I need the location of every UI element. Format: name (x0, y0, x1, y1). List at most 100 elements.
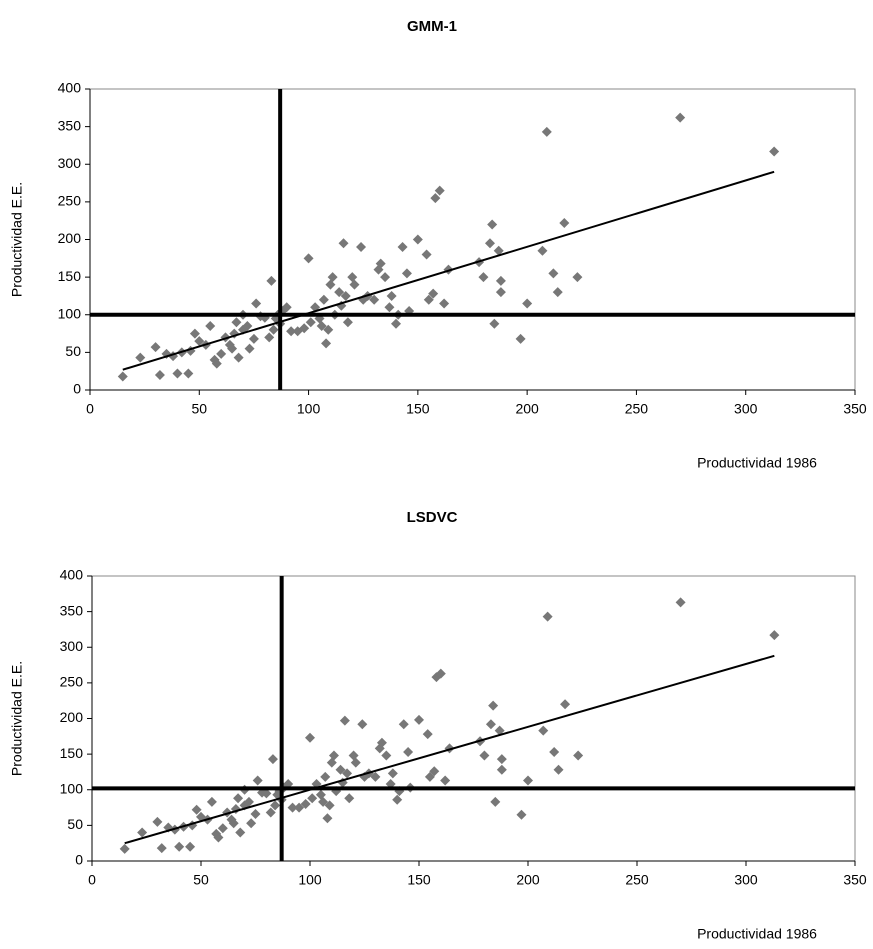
point (369, 294, 380, 305)
point (206, 796, 217, 807)
y-axis-label: Productividad E.E. (9, 182, 25, 297)
point (769, 146, 780, 157)
point (264, 332, 275, 343)
point (270, 800, 281, 811)
y-tick-label: 50 (67, 816, 83, 832)
chart-title: LSDVC (407, 509, 458, 526)
point (265, 807, 276, 818)
point (231, 317, 242, 328)
trend-line (124, 654, 775, 845)
point (489, 318, 500, 329)
point (323, 324, 334, 335)
point (305, 732, 315, 743)
point (370, 771, 381, 782)
point (248, 333, 259, 344)
point (423, 294, 434, 305)
point (391, 318, 401, 329)
x-tick-label: 0 (86, 401, 94, 417)
y-tick-label: 200 (58, 230, 82, 246)
point (318, 294, 329, 305)
point (325, 279, 336, 290)
point (338, 238, 349, 249)
x-tick-label: 300 (734, 872, 758, 888)
y-tick-label: 250 (58, 193, 82, 209)
x-tick-label: 0 (88, 872, 96, 888)
point (559, 217, 570, 228)
point (268, 324, 279, 335)
y-tick-label: 50 (65, 343, 81, 359)
y-tick-label: 0 (73, 381, 81, 397)
point (553, 764, 564, 775)
y-tick-label: 400 (60, 567, 84, 583)
point (375, 258, 386, 269)
point (322, 813, 333, 824)
x-tick-label: 150 (406, 401, 430, 417)
point (349, 279, 360, 290)
point (334, 287, 345, 298)
point (429, 766, 440, 777)
point (552, 287, 563, 298)
point (303, 253, 314, 264)
point (339, 715, 350, 726)
point (246, 818, 257, 829)
point (380, 272, 391, 283)
point (384, 302, 395, 313)
point (381, 750, 392, 761)
point (281, 302, 292, 313)
point (496, 754, 507, 765)
point (117, 371, 128, 382)
point (286, 326, 297, 337)
point (357, 719, 368, 730)
point (307, 793, 318, 804)
point (150, 342, 161, 353)
chart-title: GMM-1 (407, 18, 457, 35)
y-tick-label: 400 (58, 80, 82, 96)
point (194, 336, 205, 347)
y-tick-label: 150 (60, 745, 84, 761)
point (251, 298, 262, 309)
point (172, 368, 183, 379)
point (573, 750, 584, 761)
point (376, 737, 387, 748)
x-tick-label: 100 (297, 401, 321, 417)
point (421, 249, 432, 260)
point (430, 193, 441, 204)
point (412, 234, 423, 245)
point (522, 298, 533, 309)
point (261, 788, 272, 799)
point (403, 746, 414, 757)
point (324, 800, 335, 811)
x-tick-label: 50 (193, 872, 209, 888)
x-tick-label: 200 (515, 401, 539, 417)
point (244, 343, 255, 354)
point (356, 242, 367, 253)
point (266, 275, 277, 286)
point (183, 368, 194, 379)
point (515, 333, 526, 344)
point (233, 352, 244, 363)
point (493, 245, 504, 256)
point (342, 317, 353, 328)
point (490, 796, 501, 807)
point (320, 771, 331, 782)
point (422, 729, 433, 740)
point (299, 323, 310, 334)
point (335, 764, 346, 775)
point (216, 348, 227, 359)
point (478, 272, 489, 283)
point (347, 272, 358, 283)
point (217, 823, 228, 834)
point (401, 268, 412, 279)
y-axis-label: Productividad E.E. (9, 661, 25, 776)
y-tick-label: 300 (60, 638, 84, 654)
point (560, 699, 571, 710)
y-tick-label: 100 (58, 305, 82, 321)
point (434, 185, 445, 196)
point (549, 746, 560, 757)
point (495, 275, 506, 286)
point (327, 272, 338, 283)
trend-line (122, 170, 775, 371)
x-tick-label: 50 (191, 401, 207, 417)
